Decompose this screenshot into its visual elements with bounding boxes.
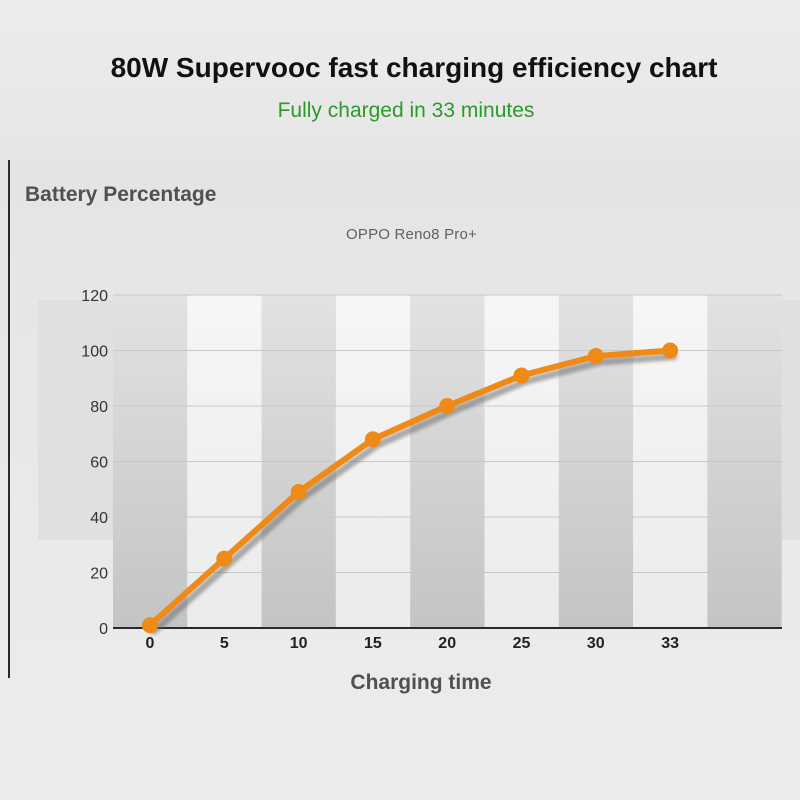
chart-subtitle: Fully charged in 33 minutes	[277, 99, 535, 122]
data-point	[142, 617, 158, 634]
x-tick-label: 0	[146, 635, 155, 652]
header-background	[0, 0, 800, 160]
data-point	[216, 550, 233, 567]
series-label: OPPO Reno8 Pro+	[346, 226, 477, 243]
x-tick-label: 5	[220, 635, 229, 652]
y-tick-label: 20	[90, 566, 108, 583]
x-tick-label: 25	[513, 635, 531, 652]
x-tick-label: 33	[661, 635, 679, 652]
series-line-shadow	[150, 353, 678, 635]
data-point	[587, 348, 604, 365]
data-point	[513, 367, 530, 384]
left-border-line	[8, 160, 10, 678]
series-line	[147, 347, 674, 629]
y-tick-label: 60	[90, 455, 108, 472]
data-point	[364, 431, 381, 448]
data-point	[290, 484, 307, 501]
side-panel-right	[782, 300, 800, 540]
data-point	[439, 398, 456, 414]
line-shadow	[150, 353, 678, 635]
x-tick-labels: 0 5 10 15 20 25 30 33	[146, 635, 680, 652]
y-axis-label: Battery Percentage	[25, 183, 217, 206]
y-tick-label: 120	[81, 288, 108, 305]
x-axis-label: Charging time	[350, 671, 492, 694]
data-series	[142, 342, 679, 634]
side-panel-left	[38, 300, 113, 540]
x-tick-label: 15	[364, 635, 382, 652]
x-tick-label: 20	[438, 635, 456, 652]
x-tick-label: 10	[290, 635, 308, 652]
y-tick-label: 100	[81, 344, 108, 361]
y-tick-labels: 0 20 40 60 80 100 120	[81, 288, 108, 638]
y-tick-label: 40	[90, 510, 108, 527]
y-tick-label: 80	[90, 399, 108, 416]
y-tick-label: 0	[99, 621, 108, 638]
x-tick-label: 30	[587, 635, 605, 652]
chart-title: 80W Supervooc fast charging efficiency c…	[110, 52, 718, 83]
data-point	[662, 342, 679, 359]
